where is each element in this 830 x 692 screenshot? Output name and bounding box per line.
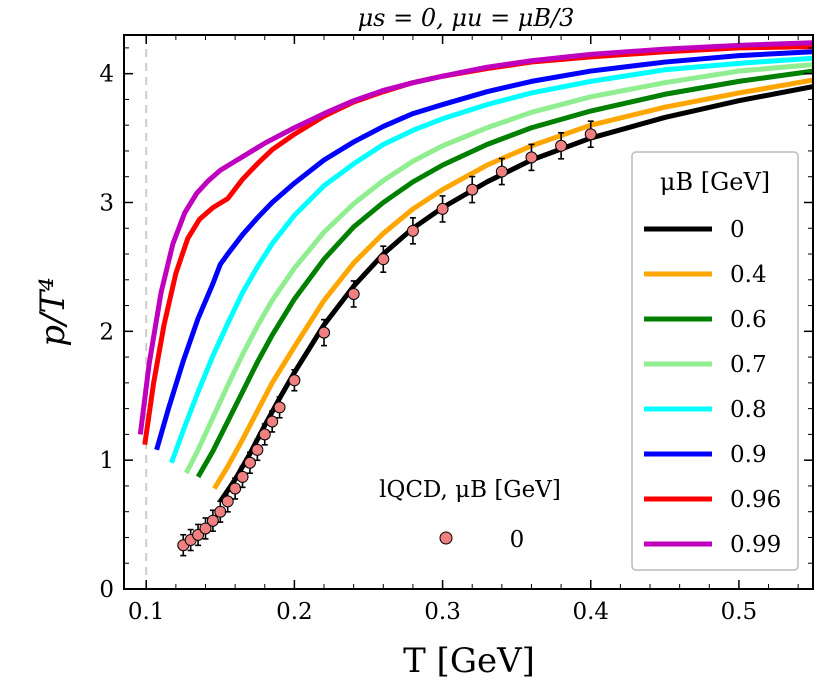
series-layer — [137, 40, 813, 503]
axes-layer: 0.1 0.2 0.3 0.4 0.5 0 1 2 3 4 — [99, 34, 814, 625]
lqcd-point — [584, 120, 597, 149]
y-axis-label: p/T⁴ — [33, 277, 73, 347]
lqcd-marker — [584, 128, 597, 141]
lqcd-marker — [243, 456, 256, 469]
lqcd-point — [199, 517, 212, 540]
lqcd-marker — [525, 151, 538, 164]
lqcd-point — [288, 369, 301, 392]
lqcd-marker — [436, 202, 449, 215]
series-line-0-7 — [184, 62, 813, 475]
lqcd-point — [251, 438, 264, 462]
legend-entry-label: 0.6 — [730, 307, 767, 333]
lqcd-marker — [236, 470, 249, 483]
lqcd-marker — [406, 224, 419, 237]
lqcd-point — [555, 131, 568, 160]
lqcd-point — [236, 465, 249, 489]
lqcd-marker — [251, 443, 264, 456]
lqcd-legend-marker — [439, 531, 453, 545]
lqcd-point — [525, 143, 538, 172]
lqcd-legend-title: lQCD, μB [GeV] — [379, 477, 561, 503]
lqcd-point — [229, 477, 242, 500]
series-line-0-4 — [212, 77, 813, 490]
lqcd-marker — [206, 514, 219, 527]
legend-entry-label: 0.7 — [730, 352, 767, 378]
lqcd-point — [377, 245, 390, 273]
lqcd-marker — [273, 401, 286, 414]
lqcd-point — [206, 509, 219, 532]
lqcd-legend: lQCD, μB [GeV] 0 — [379, 477, 561, 553]
series-line-0-6 — [195, 68, 813, 479]
lqcd-marker — [377, 253, 390, 266]
lqcd-marker — [288, 374, 301, 387]
lqcd-marker — [199, 522, 212, 535]
legend-entry-label: 0.8 — [730, 397, 767, 423]
legend-entry-label: 0.9 — [730, 442, 767, 468]
series-line-0-99 — [137, 40, 813, 435]
legend-entry-label: 0.96 — [730, 487, 781, 513]
lqcd-legend-label: 0 — [510, 527, 525, 553]
y-tick-label: 0 — [99, 577, 114, 603]
chart-title: μs = 0, μu = μB/3 — [358, 4, 575, 32]
lqcd-point — [318, 318, 331, 347]
legend-title: μB [GeV] — [660, 168, 770, 196]
legend-entry-label: 0.99 — [730, 532, 781, 558]
lqcd-point — [436, 195, 449, 223]
x-tick-label: 0.1 — [128, 599, 165, 625]
lqcd-marker — [214, 505, 227, 518]
lqcd-point — [406, 217, 419, 245]
lqcd-point — [273, 396, 286, 419]
x-tick-label: 0.5 — [721, 599, 758, 625]
x-tick-label: 0.4 — [572, 599, 609, 625]
lqcd-point — [466, 175, 479, 204]
y-tick-label: 3 — [99, 190, 114, 216]
y-tick-label: 4 — [99, 62, 114, 88]
axes-frame — [123, 34, 814, 590]
x-tick-label: 0.3 — [424, 599, 461, 625]
lqcd-marker — [347, 287, 360, 300]
y-tick-label: 1 — [99, 448, 114, 474]
lqcd-marker — [229, 482, 242, 495]
legend-entry-label: 0 — [730, 217, 745, 243]
x-axis-label: T [GeV] — [403, 641, 535, 681]
series-line-0-8 — [169, 55, 813, 464]
lqcd-point — [258, 423, 271, 446]
legend-box — [631, 151, 799, 571]
legend-entry-label: 0.4 — [730, 262, 767, 288]
x-tick-label: 0.2 — [276, 599, 313, 625]
lqcd-point — [347, 280, 360, 308]
lqcd-marker — [266, 415, 279, 428]
lqcd-marker — [555, 139, 568, 152]
lqcd-points-layer — [177, 120, 597, 557]
lqcd-point — [214, 500, 227, 523]
lqcd-point — [266, 410, 279, 433]
y-tick-label: 2 — [99, 319, 114, 345]
lqcd-marker — [258, 428, 271, 441]
lqcd-point — [495, 157, 508, 186]
lqcd-marker — [318, 326, 331, 339]
lqcd-marker — [466, 183, 479, 196]
legend: μB [GeV] 0 0.4 0.6 0.7 0.8 0.9 0.96 0.99 — [631, 151, 799, 571]
series-line-0-9 — [154, 49, 813, 451]
lqcd-marker — [495, 165, 508, 178]
lqcd-marker — [221, 495, 234, 508]
